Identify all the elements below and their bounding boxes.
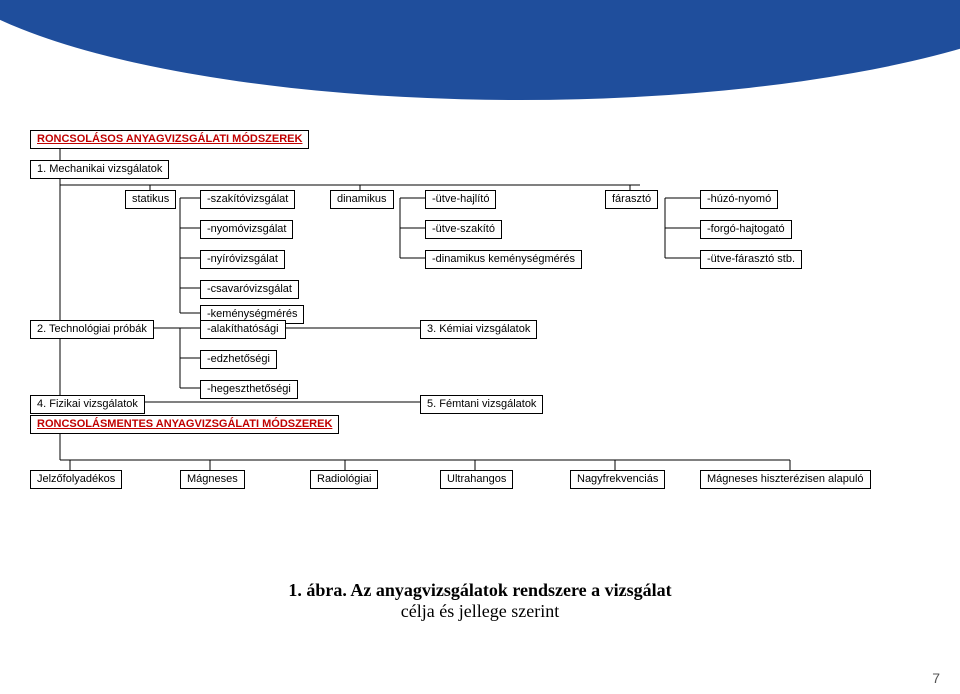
node-statikus: statikus [125, 190, 176, 209]
node-root: RONCSOLÁSOS ANYAGVIZSGÁLATI MÓDSZEREK [30, 130, 309, 149]
caption-line2: célja és jellege szerint [401, 601, 559, 621]
node-csavaro: -csavaróvizsgálat [200, 280, 299, 299]
node-magneses: Mágneses [180, 470, 245, 489]
node-n2: 2. Technológiai próbák [30, 320, 154, 339]
node-hegeszt: -hegeszthetőségi [200, 380, 298, 399]
node-utvehaj: -ütve-hajlító [425, 190, 496, 209]
node-ultra: Ultrahangos [440, 470, 513, 489]
node-n5: 5. Fémtani vizsgálatok [420, 395, 543, 414]
node-n3: 3. Kémiai vizsgálatok [420, 320, 537, 339]
node-dinamikus: dinamikus [330, 190, 394, 209]
node-rmentes: RONCSOLÁSMENTES ANYAGVIZSGÁLATI MÓDSZERE… [30, 415, 339, 434]
node-n1: 1. Mechanikai vizsgálatok [30, 160, 169, 179]
figure-caption: 1. ábra. Az anyagvizsgálatok rendszere a… [260, 580, 700, 622]
node-maghiszt: Mágneses hiszterézisen alapuló [700, 470, 871, 489]
caption-line1: 1. ábra. Az anyagvizsgálatok rendszere a… [288, 580, 671, 600]
node-nyiro: -nyíróvizsgálat [200, 250, 285, 269]
node-n4: 4. Fizikai vizsgálatok [30, 395, 145, 414]
node-utvefar: -ütve-fárasztó stb. [700, 250, 802, 269]
node-radiol: Radiológiai [310, 470, 378, 489]
node-utveszak: -ütve-szakító [425, 220, 502, 239]
node-forgo: -forgó-hajtogató [700, 220, 792, 239]
page-number: 7 [932, 670, 940, 686]
node-edz: -edzhetőségi [200, 350, 277, 369]
node-dinkem: -dinamikus keménységmérés [425, 250, 582, 269]
node-nagyfr: Nagyfrekvenciás [570, 470, 665, 489]
header-curve [0, 0, 960, 100]
node-szakito: -szakítóvizsgálat [200, 190, 295, 209]
node-huzo: -húzó-nyomó [700, 190, 778, 209]
node-faraszto: fárasztó [605, 190, 658, 209]
node-jelzo: Jelzőfolyadékos [30, 470, 122, 489]
node-nyomo: -nyomóvizsgálat [200, 220, 293, 239]
node-alakit: -alakíthatósági [200, 320, 286, 339]
